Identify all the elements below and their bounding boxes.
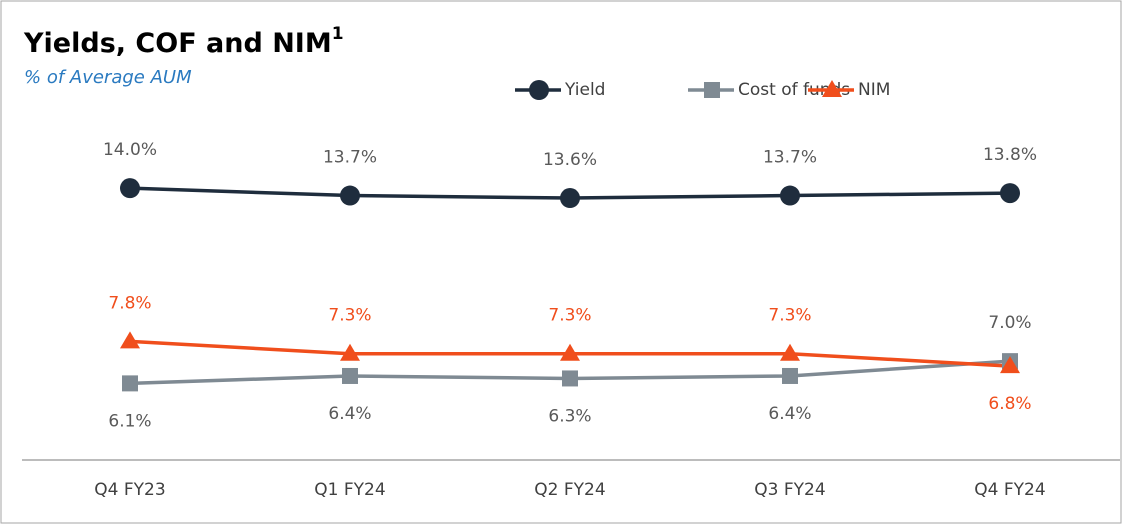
chart-subtitle: % of Average AUM bbox=[24, 67, 192, 88]
x-tick-label: Q4 FY24 bbox=[974, 480, 1045, 500]
data-point bbox=[560, 343, 580, 361]
data-point bbox=[782, 367, 798, 384]
data-label: 7.0% bbox=[988, 313, 1031, 333]
data-label: 13.6% bbox=[543, 150, 597, 170]
legend-marker bbox=[529, 80, 549, 100]
data-point bbox=[122, 375, 138, 392]
x-tick-label: Q4 FY23 bbox=[94, 480, 165, 500]
data-label: 6.8% bbox=[988, 394, 1031, 414]
data-point bbox=[1000, 183, 1020, 204]
data-label: 7.3% bbox=[328, 306, 371, 326]
legend-marker bbox=[822, 80, 842, 97]
chart-title: Yields, COF and NIM1 bbox=[23, 24, 344, 59]
data-point bbox=[120, 178, 140, 199]
title-text: Yields, COF and NIM bbox=[23, 28, 332, 59]
data-point bbox=[780, 343, 800, 361]
legend-label: Cost of funds bbox=[738, 80, 850, 100]
legend-marker bbox=[704, 82, 720, 98]
data-label: 14.0% bbox=[103, 140, 157, 160]
data-point bbox=[1000, 356, 1020, 374]
data-point bbox=[560, 188, 580, 209]
legend-label: Yield bbox=[564, 80, 605, 100]
x-tick-label: Q2 FY24 bbox=[534, 480, 605, 500]
data-label: 7.3% bbox=[548, 306, 591, 326]
data-point bbox=[562, 370, 578, 387]
data-point bbox=[340, 343, 360, 361]
x-tick-label: Q3 FY24 bbox=[754, 480, 825, 500]
title-superscript: 1 bbox=[332, 24, 344, 44]
legend-label: NIM bbox=[858, 80, 890, 100]
data-point bbox=[342, 367, 358, 384]
data-label: 13.8% bbox=[983, 145, 1037, 165]
data-label: 6.1% bbox=[108, 411, 151, 431]
data-point bbox=[340, 185, 360, 206]
data-label: 7.3% bbox=[768, 306, 811, 326]
data-point bbox=[780, 185, 800, 206]
data-point bbox=[120, 331, 140, 349]
data-label: 13.7% bbox=[763, 148, 817, 168]
x-tick-label: Q1 FY24 bbox=[314, 480, 385, 500]
data-label: 7.8% bbox=[108, 293, 151, 313]
data-label: 6.4% bbox=[328, 404, 371, 424]
data-label: 6.4% bbox=[768, 404, 811, 424]
data-label: 13.7% bbox=[323, 148, 377, 168]
data-label: 6.3% bbox=[548, 406, 591, 426]
